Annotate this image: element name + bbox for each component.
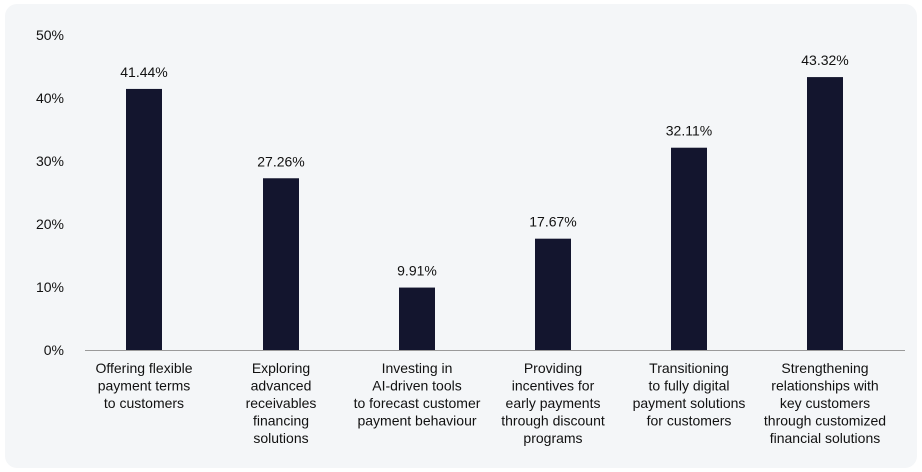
- category-label: Investing in AI-driven tools to forecast c…: [354, 360, 481, 429]
- category-label: Offering flexible payment terms to custome…: [95, 360, 192, 411]
- y-tick-label: 50%: [36, 27, 64, 43]
- chart-card: 0% 10% 20% 30% 40% 50% 41.44% 27.26% 9.91% 17.67…: [5, 4, 917, 468]
- data-label: 9.91%: [397, 263, 437, 279]
- y-tick-label: 0%: [44, 342, 64, 358]
- bar: [399, 287, 435, 350]
- bar: [126, 88, 162, 350]
- bar: [807, 77, 843, 351]
- y-tick-label: 30%: [36, 153, 64, 169]
- bars: [126, 77, 843, 351]
- y-tick-label: 20%: [36, 216, 64, 232]
- value-labels: 41.44% 27.26% 9.91% 17.67% 32.11% 43.32%: [120, 52, 848, 278]
- y-axis-ticks: 0% 10% 20% 30% 40% 50%: [36, 27, 64, 358]
- y-tick-label: 40%: [36, 90, 64, 106]
- category-label: Providing incentives for early payments thr…: [501, 360, 605, 446]
- data-label: 32.11%: [666, 123, 712, 139]
- data-label: 17.67%: [529, 214, 576, 230]
- y-tick-label: 10%: [36, 279, 64, 295]
- category-label: Transitioning to fully digital payment sol…: [633, 360, 746, 429]
- bar: [671, 147, 707, 350]
- data-label: 43.32%: [801, 52, 848, 68]
- category-label: Exploring advanced receivables financing sol…: [246, 360, 317, 446]
- category-labels: Offering flexible payment terms to custome…: [95, 360, 886, 446]
- data-label: 41.44%: [120, 64, 167, 80]
- data-label: 27.26%: [257, 153, 304, 169]
- bar-chart: 0% 10% 20% 30% 40% 50% 41.44% 27.26% 9.91% 17.67…: [36, 27, 905, 446]
- category-label: Strengthening relationships with key custo…: [764, 360, 886, 446]
- bar: [263, 178, 299, 350]
- bar: [535, 238, 571, 350]
